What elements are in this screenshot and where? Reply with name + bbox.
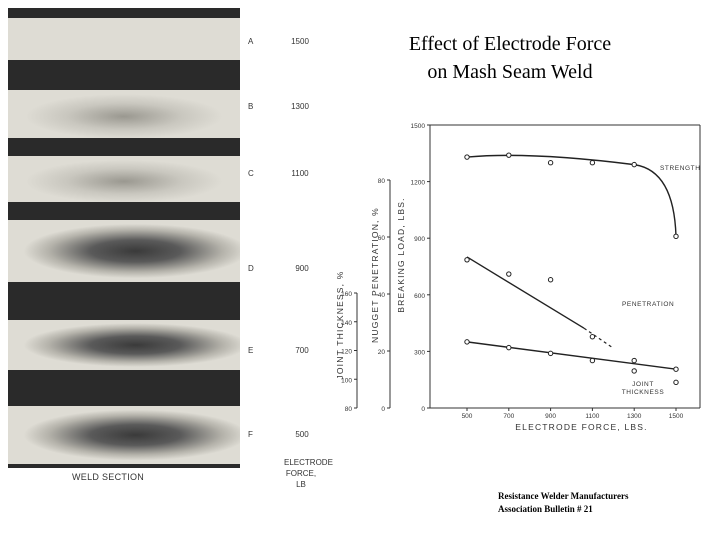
data-point-strength (673, 233, 679, 240)
x-tick-label: 500 (462, 413, 473, 420)
axis-title-joint: JOINT THICKNESS, % (335, 270, 345, 379)
x-tick-label: 700 (503, 413, 514, 420)
source-credit: Resistance Welder Manufacturers Associat… (498, 490, 628, 516)
data-point-penetration (464, 257, 470, 263)
electrode-force-caption-line2: FORCE, LB (285, 469, 317, 489)
tick-label-breaking_load: 1500 (411, 123, 426, 130)
tick-label-breaking_load: 1200 (411, 180, 426, 187)
series-label-penetration: PENETRATION (622, 301, 674, 308)
series-line-strength (466, 154, 677, 237)
sample-force-d: 900 (295, 264, 309, 273)
page-title: Effect of Electrode Force on Mash Seam W… (360, 30, 660, 86)
data-point-strength (547, 160, 554, 166)
axis-title-penetration: NUGGET PENETRATION, % (370, 207, 380, 343)
tick-label-penetration: 60 (378, 235, 386, 242)
tick-label-penetration: 20 (378, 349, 386, 356)
sample-label-b: B (248, 102, 254, 111)
x-tick-label: 1500 (669, 413, 684, 420)
data-point-strength (631, 161, 637, 168)
series-line-joint-thickness (466, 341, 677, 370)
data-point-joint-thickness (673, 366, 679, 372)
weld-strip-d (8, 220, 240, 282)
sample-label-a: A (248, 37, 254, 46)
credit-line2: Association Bulletin # 21 (498, 504, 593, 514)
data-point-strength (506, 152, 512, 158)
title-line2: on Mash Seam Weld (427, 61, 593, 83)
weld-strip-f (8, 406, 240, 464)
tick-label-joint: 80 (345, 406, 353, 413)
sample-force-c: 1100 (291, 169, 309, 178)
data-point-joint-thickness (631, 357, 637, 364)
sample-label-f: F (248, 430, 253, 439)
weld-section-caption: WELD SECTION (72, 472, 145, 482)
x-tick-label: 1100 (585, 413, 599, 420)
electrode-force-caption: ELECTRODE FORCE, LB (284, 457, 333, 490)
sample-force-e: 700 (295, 346, 309, 355)
weld-strip-c (8, 156, 240, 202)
data-point-penetration (673, 379, 679, 386)
sample-label-d: D (248, 264, 254, 273)
data-point-joint-thickness (464, 339, 470, 345)
tick-label-joint: 160 (341, 291, 352, 298)
x-tick-label: 900 (545, 413, 556, 420)
weld-section-photo (8, 8, 240, 468)
series-label-strength: STRENGTH (660, 165, 701, 172)
weld-strip-b (8, 90, 240, 138)
tick-label-breaking_load: 300 (414, 349, 425, 356)
data-point-penetration (547, 277, 554, 283)
series-label-joint-thickness: THICKNESS (622, 389, 665, 396)
series-line-penetration (466, 256, 585, 329)
sample-label-c: C (248, 169, 254, 178)
tick-label-penetration: 0 (381, 406, 385, 413)
weld-strip-e (8, 320, 240, 370)
tick-label-joint: 120 (341, 349, 352, 356)
sample-label-e: E (248, 346, 254, 355)
tick-label-breaking_load: 600 (414, 293, 425, 300)
data-point-joint-thickness (589, 357, 596, 364)
data-point-strength (589, 160, 596, 166)
x-axis-title: ELECTRODE FORCE, LBS. (515, 422, 647, 432)
sample-force-f: 500 (295, 430, 309, 439)
data-point-strength (464, 154, 470, 160)
credit-line1: Resistance Welder Manufacturers (498, 491, 629, 501)
data-point-joint-thickness (506, 344, 512, 351)
data-point-penetration (589, 334, 596, 340)
series-label-joint-thickness: JOINT (632, 381, 654, 388)
data-point-penetration (506, 271, 512, 277)
sample-force-a: 1500 (291, 37, 309, 46)
axis-title-breaking_load: BREAKING LOAD, LBS. (396, 197, 406, 312)
data-point-penetration (631, 368, 637, 374)
series-line-penetration-dashed (583, 327, 614, 349)
tick-label-joint: 100 (341, 377, 352, 384)
data-point-joint-thickness (547, 350, 554, 357)
tick-label-breaking_load: 0 (421, 406, 425, 413)
tick-label-joint: 140 (341, 320, 352, 327)
electrode-force-caption-line1: ELECTRODE (284, 458, 333, 467)
sample-force-b: 1300 (291, 102, 309, 111)
tick-label-penetration: 40 (378, 292, 386, 299)
x-tick-label: 1300 (627, 413, 642, 420)
tick-label-breaking_load: 900 (414, 236, 425, 243)
weld-strip-a (8, 18, 240, 60)
tick-label-penetration: 80 (378, 178, 386, 185)
title-line1: Effect of Electrode Force (408, 33, 612, 55)
